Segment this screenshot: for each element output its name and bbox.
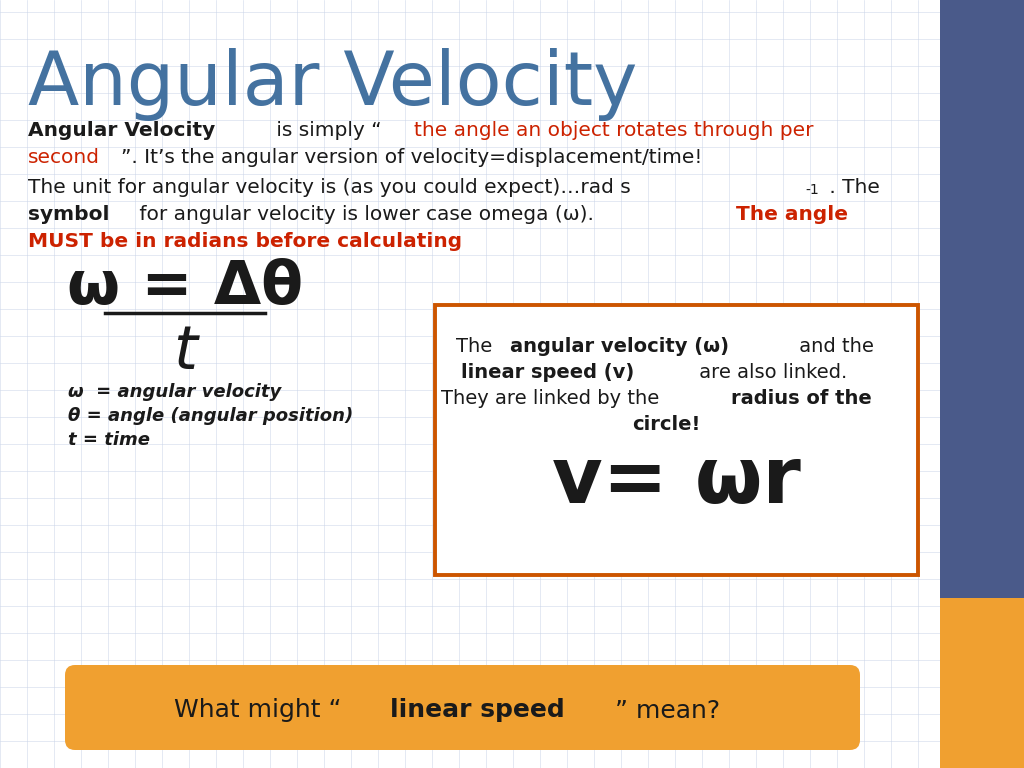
Bar — [940, 598, 1024, 768]
Text: -1: -1 — [806, 183, 819, 197]
Text: is simply “: is simply “ — [269, 121, 381, 140]
Text: The unit for angular velocity is (as you could expect)…rad s: The unit for angular velocity is (as you… — [28, 178, 631, 197]
Text: t = time: t = time — [68, 431, 150, 449]
Text: angular velocity (ω): angular velocity (ω) — [510, 337, 729, 356]
Text: MUST be in radians before calculating: MUST be in radians before calculating — [28, 232, 462, 251]
Text: Angular Velocity: Angular Velocity — [28, 48, 638, 121]
Text: ω  = angular velocity: ω = angular velocity — [68, 383, 282, 401]
FancyBboxPatch shape — [65, 665, 860, 750]
Text: the angle an object rotates through per: the angle an object rotates through per — [414, 121, 813, 140]
Text: linear speed: linear speed — [390, 699, 565, 723]
Text: radius of the: radius of the — [730, 389, 871, 408]
Text: t: t — [173, 323, 197, 382]
Text: symbol: symbol — [28, 205, 110, 224]
Text: linear speed (v): linear speed (v) — [461, 363, 641, 382]
Text: . The: . The — [823, 178, 881, 197]
Text: and the: and the — [793, 337, 873, 356]
Text: ω = Δθ: ω = Δθ — [67, 258, 303, 317]
Text: What might “: What might “ — [174, 699, 341, 723]
Text: The angle: The angle — [736, 205, 848, 224]
Text: ”. It’s the angular version of velocity=displacement/time!: ”. It’s the angular version of velocity=… — [121, 148, 702, 167]
Bar — [940, 0, 1024, 768]
Text: ” mean?: ” mean? — [615, 699, 721, 723]
Text: second: second — [28, 148, 100, 167]
Text: Angular Velocity: Angular Velocity — [28, 121, 215, 140]
Text: are also linked.: are also linked. — [693, 363, 848, 382]
Text: circle!: circle! — [633, 415, 700, 434]
FancyBboxPatch shape — [435, 305, 918, 575]
Text: for angular velocity is lower case omega (ω).: for angular velocity is lower case omega… — [133, 205, 600, 224]
Text: θ = angle (angular position): θ = angle (angular position) — [68, 407, 353, 425]
Text: v= ωr: v= ωr — [552, 443, 801, 519]
Text: The: The — [456, 337, 498, 356]
Text: They are linked by the: They are linked by the — [441, 389, 666, 408]
